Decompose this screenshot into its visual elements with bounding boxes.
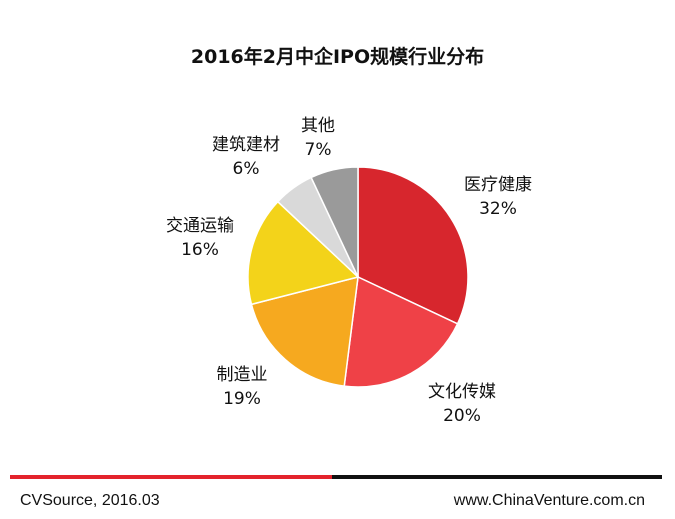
pie-slice-manufacturing <box>250 275 359 387</box>
slice-label-media: 文化传媒 20% <box>402 380 522 428</box>
slice-percent-manufacturing: 19% <box>223 389 261 409</box>
pie-slice-transport <box>247 200 360 306</box>
slice-percent-construction: 6% <box>232 159 260 179</box>
slice-name-other: 其他 <box>301 116 335 136</box>
slice-percent-media: 20% <box>443 406 481 426</box>
slice-percent-healthcare: 32% <box>479 199 517 219</box>
slice-name-transport: 交通运输 <box>166 216 234 236</box>
pie-slice-healthcare <box>357 166 469 325</box>
footer-divider-dark <box>332 475 662 479</box>
footer-divider-red <box>10 475 332 479</box>
pie-slice-media <box>343 275 459 388</box>
pie-slice-other <box>310 166 359 278</box>
slice-percent-transport: 16% <box>181 240 219 260</box>
slice-label-manufacturing: 制造业 19% <box>182 363 302 411</box>
slice-name-media: 文化传媒 <box>428 382 496 402</box>
footer-source: CVSource, 2016.03 <box>20 492 160 509</box>
slice-percent-other: 7% <box>304 140 332 160</box>
slice-label-other: 其他 7% <box>268 114 368 162</box>
slice-name-manufacturing: 制造业 <box>216 365 268 385</box>
slice-label-healthcare: 医疗健康 32% <box>438 173 558 221</box>
chart-title: 2016年2月中企IPO规模行业分布 <box>190 46 485 68</box>
slice-name-healthcare: 医疗健康 <box>464 175 532 195</box>
slice-label-transport: 交通运输 16% <box>140 214 260 262</box>
footer-url: www.ChinaVenture.com.cn <box>453 492 645 509</box>
slice-label-construction: 建筑建材 6% <box>186 133 306 181</box>
slice-name-construction: 建筑建材 <box>212 135 280 155</box>
